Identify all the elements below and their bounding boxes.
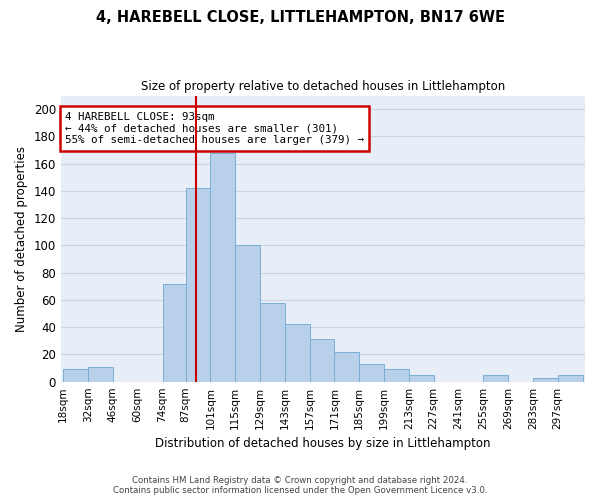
Bar xyxy=(533,378,558,382)
Bar xyxy=(235,246,260,382)
Bar xyxy=(185,188,211,382)
Bar xyxy=(211,153,235,382)
X-axis label: Distribution of detached houses by size in Littlehampton: Distribution of detached houses by size … xyxy=(155,437,491,450)
Bar xyxy=(359,364,384,382)
Bar xyxy=(310,340,334,382)
Text: Contains HM Land Registry data © Crown copyright and database right 2024.
Contai: Contains HM Land Registry data © Crown c… xyxy=(113,476,487,495)
Bar xyxy=(409,375,434,382)
Bar xyxy=(163,284,185,382)
Bar xyxy=(63,370,88,382)
Bar xyxy=(285,324,310,382)
Bar xyxy=(260,302,285,382)
Bar xyxy=(384,370,409,382)
Bar xyxy=(334,352,359,382)
Bar xyxy=(558,375,583,382)
Bar xyxy=(483,375,508,382)
Text: 4 HAREBELL CLOSE: 93sqm
← 44% of detached houses are smaller (301)
55% of semi-d: 4 HAREBELL CLOSE: 93sqm ← 44% of detache… xyxy=(65,112,364,145)
Text: 4, HAREBELL CLOSE, LITTLEHAMPTON, BN17 6WE: 4, HAREBELL CLOSE, LITTLEHAMPTON, BN17 6… xyxy=(95,10,505,25)
Title: Size of property relative to detached houses in Littlehampton: Size of property relative to detached ho… xyxy=(141,80,505,93)
Bar xyxy=(88,366,113,382)
Y-axis label: Number of detached properties: Number of detached properties xyxy=(15,146,28,332)
